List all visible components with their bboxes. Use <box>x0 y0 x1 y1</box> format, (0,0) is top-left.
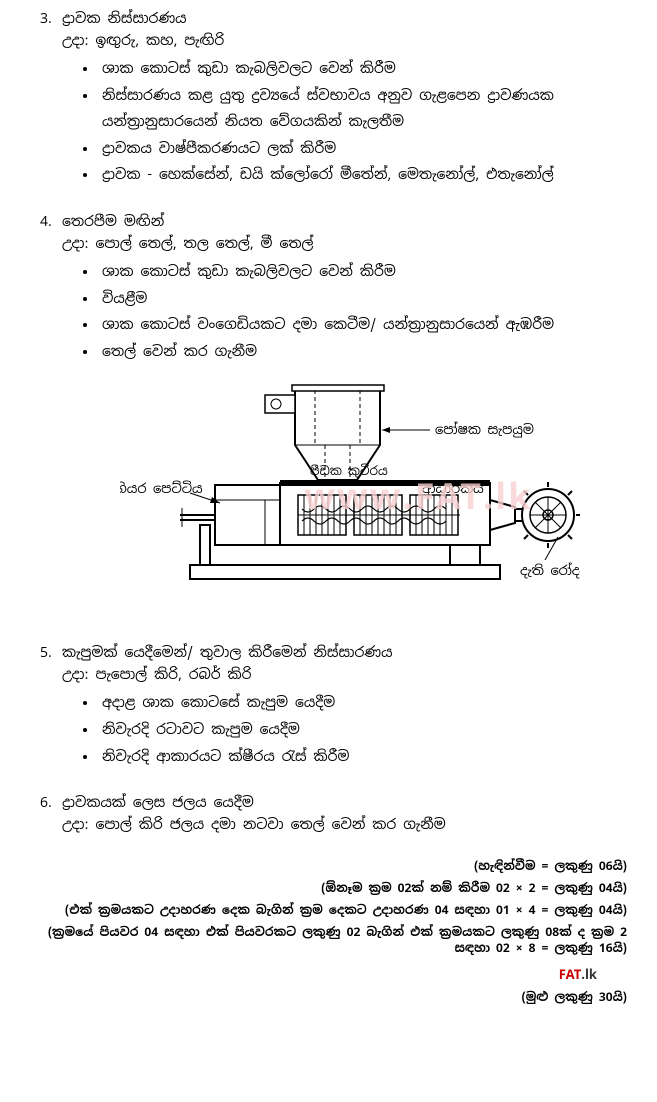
section-number: 4. <box>40 213 62 231</box>
hopper-motor-pulley <box>271 399 281 409</box>
section-number: 5. <box>40 644 62 662</box>
arrow-feeder <box>382 427 390 433</box>
section-5: 5. කැපුමක් යෙදීමෙන්/ තුවාල කිරීමෙන් නිස්… <box>40 644 637 770</box>
section-4: 4. තෙරපීම මඟින් උදා: පොල් තෙල්, තල තෙල්,… <box>40 213 637 620</box>
expeller-svg: පෝෂක සැපයුම ගියර පෙට්ටිය පීඩක කුටීරය ආධා… <box>120 375 580 615</box>
list-item: වියළීම <box>98 286 637 313</box>
gearbox-rect <box>215 485 280 545</box>
outlet-cone <box>490 500 515 530</box>
section-3: 3. ද්‍රාවක නිස්සාරණය උදා: ඉඟුරු, කහ, පැඟ… <box>40 10 637 189</box>
list-item: ශාක කොටස් වංගෙඩියකට දමා කෙටීම/ යන්ත්‍රාන… <box>98 312 637 339</box>
marks-line-4: (ක්‍රමයේ පියවර 04 සඳහා එක් පියවරකට ලකුණු… <box>40 924 637 956</box>
label-frame: ආධාරකය <box>422 480 484 497</box>
section-6: 6. ද්‍රාවකයක් ලෙස ජලය යෙදීම උදා: පොල් කි… <box>40 794 637 834</box>
section-3-bullets: ශාක කොටස් කුඩා කැබලිවලට වෙන් කිරීම නිස්ස… <box>40 56 637 189</box>
base-rect <box>190 565 500 579</box>
leg-left <box>200 525 210 565</box>
marks-line-5: (මුළු ලකුණු 30යි) <box>40 989 637 1005</box>
list-item: ශාක කොටස් කුඩා කැබලිවලට වෙන් කිරීම <box>98 259 637 286</box>
footer-fat: FAT <box>559 966 581 983</box>
hopper-lid <box>292 385 384 391</box>
section-title: කැපුමක් යෙදීමෙන්/ තුවාල කිරීමෙන් නිස්සාර… <box>62 644 392 662</box>
label-wheel-1: දැති රෝදය <box>520 562 580 579</box>
section-title: ද්‍රාවක නිස්සාරණය <box>62 10 186 28</box>
section-title: ද්‍රාවකයක් ලෙස ජලය යෙදීම <box>62 794 254 812</box>
section-4-example: උදා: පොල් තෙල්, තල තෙල්, මී තෙල් <box>62 235 637 253</box>
section-3-header: 3. ද්‍රාවක නිස්සාරණය <box>40 10 637 28</box>
section-4-header: 4. තෙරපීම මඟින් <box>40 213 637 231</box>
label-gearbox: ගියර පෙට්ටිය <box>120 480 203 497</box>
marks-block: (හැඳින්වීම = ලකුණු 06යි) (ඕනෑම ක්‍රම 02ක… <box>40 858 637 1005</box>
footer-lk: .lk <box>581 966 597 983</box>
list-item: ශාක කොටස් කුඩා කැබලිවලට වෙන් කිරීම <box>98 56 637 83</box>
footer-brand: FAT.lk <box>40 966 637 983</box>
section-6-header: 6. ද්‍රාවකයක් ලෙස ජලය යෙදීම <box>40 794 637 812</box>
list-item: ද්‍රාවකය වාෂ්පීකරණයට ලක් කිරීම <box>98 136 637 163</box>
section-5-example: උදා: පැපොල් කිරි, රබර් කිරි <box>62 666 637 684</box>
marks-line-1: (හැඳින්වීම = ලකුණු 06යි) <box>40 858 637 874</box>
section-4-bullets: ශාක කොටස් කුඩා කැබලිවලට වෙන් කිරීම වියළී… <box>40 259 637 365</box>
section-6-example: උදා: පොල් කිරි ජලය දමා නටවා තෙල් වෙන් කර… <box>62 816 637 834</box>
leg-right <box>450 545 480 565</box>
list-item: නිවැරදි රටාවට කැපුම යෙදීම <box>98 717 637 744</box>
section-3-example: උදා: ඉඟුරු, කහ, පැඟිරි <box>62 32 637 50</box>
oil-expeller-diagram: www.FAT.lk <box>120 375 637 620</box>
section-5-header: 5. කැපුමක් යෙදීමෙන්/ තුවාල කිරීමෙන් නිස්… <box>40 644 637 662</box>
list-item: ද්‍රාවක - හෙක්සේන්, ඩයි ක්ලෝරෝ මීතේන්, ම… <box>98 162 637 189</box>
list-item: නිස්සාරණය කළ යුතු ද්‍රව්‍යයේ ස්වභාවය අනු… <box>98 83 637 136</box>
marks-line-2: (ඕනෑම ක්‍රම 02ක් නම් කිරීම 02 × 2 = ලකුණ… <box>40 880 637 896</box>
section-title: තෙරපීම මඟින් <box>62 213 164 231</box>
list-item: නිවැරදි ආකාරයට ක්ෂීරය රැස් කිරීම <box>98 744 637 771</box>
list-item: තෙල් වෙන් කර ගැනීම <box>98 339 637 366</box>
section-number: 6. <box>40 794 62 812</box>
document-page: 3. ද්‍රාවක නිස්සාරණය උදා: ඉඟුරු, කහ, පැඟ… <box>0 0 657 1031</box>
list-item: අදාළ ශාක කොටසේ කැපුම යෙදීම <box>98 690 637 717</box>
label-feeder: පෝෂක සැපයුම <box>435 421 534 438</box>
section-number: 3. <box>40 10 62 28</box>
section-5-bullets: අදාළ ශාක කොටසේ කැපුම යෙදීම නිවැරදි රටාවට… <box>40 690 637 770</box>
marks-line-3: (එක් ක්‍රමයකට උදාහරණ දෙක බැගින් ක්‍රම දෙ… <box>40 902 637 918</box>
label-press: පීඩක කුටීරය <box>310 463 388 479</box>
